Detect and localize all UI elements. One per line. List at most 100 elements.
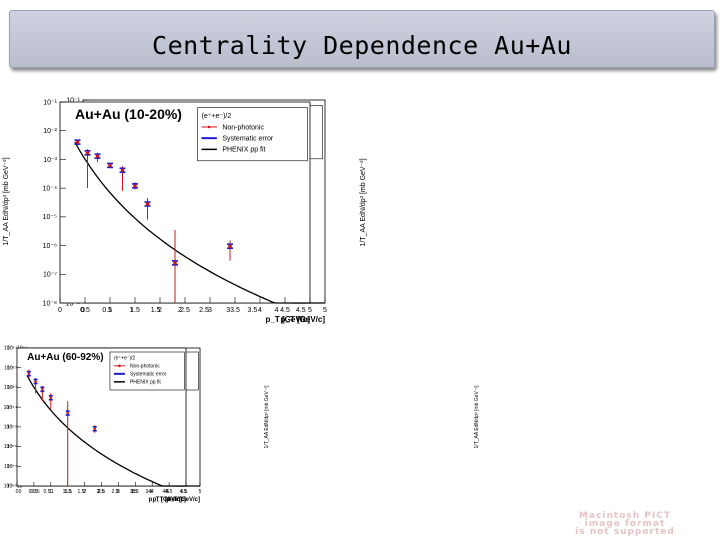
x-tick-label: 5: [185, 489, 188, 495]
y-tick-label: 10⁻⁸: [66, 300, 80, 307]
x-tick-label: 4: [275, 307, 279, 314]
legend-entry: Non-photonic: [130, 364, 160, 370]
y-tick-label: 10⁻⁸: [4, 484, 14, 490]
x-axis-label: p_T [GeV/c]: [281, 315, 326, 324]
legend-box: [109, 351, 185, 391]
y-tick-label: 10⁻¹: [4, 346, 14, 352]
y-axis-label: 1/T_AA EdN/dp³ [mb GeV⁻²]: [474, 385, 480, 449]
y-tick-label: 10⁻⁸: [17, 484, 27, 490]
legend-entry: PHENIX pp fit: [222, 147, 265, 154]
data-point: [228, 244, 232, 249]
data-point: [95, 154, 100, 158]
legend-entry: Systematic error: [130, 372, 167, 378]
x-tick-label: 4.5: [180, 489, 187, 495]
x-tick-label: 0.5: [44, 489, 51, 495]
x-tick-label: 1: [108, 307, 112, 314]
x-tick-label: 2: [158, 307, 162, 314]
page-title: Centrality Dependence Au+Au: [152, 31, 572, 60]
x-tick-label: 3: [131, 489, 134, 495]
x-tick-label: 0.5: [80, 307, 90, 314]
y-tick-label: 10⁻¹: [7, 346, 17, 352]
x-tick-label: 5: [199, 489, 202, 495]
x-tick-label: 3: [117, 489, 120, 495]
y-tick-label: 10⁻¹: [43, 99, 57, 106]
x-tick-label: 3: [116, 489, 119, 495]
x-tick-label: 4.5: [296, 307, 306, 314]
x-tick-label: 1.5: [78, 489, 85, 495]
x-tick-label: 0: [19, 489, 22, 495]
x-tick-label: 0.5: [102, 307, 112, 314]
data-point: [41, 388, 44, 391]
legend-box: [197, 107, 308, 162]
y-tick-label: 10⁻⁵: [7, 425, 17, 431]
x-tick-label: 3: [208, 307, 212, 314]
panel-title: Au+Au (10-20%): [75, 106, 182, 122]
x-tick-label: 3.5: [132, 489, 139, 495]
y-tick-label: 10⁻²: [4, 365, 14, 371]
y-tick-label: 10⁻⁶: [43, 243, 57, 250]
x-tick-label: 4.5: [280, 307, 290, 314]
y-tick-label: 10⁻⁶: [4, 444, 14, 450]
data-point: [93, 427, 97, 431]
x-tick-label: 2.5: [98, 489, 105, 495]
x-tick-label: 1: [51, 489, 54, 495]
watermark: Macintosh PICT image format is not suppo…: [540, 511, 710, 537]
y-tick-label: 10⁻⁷: [4, 464, 14, 470]
y-tick-label: 10⁻⁷: [7, 464, 17, 470]
y-tick-label: 10⁻⁴: [43, 185, 58, 192]
x-tick-label: 5: [181, 489, 184, 495]
data-point: [108, 163, 112, 168]
x-tick-label: 0: [81, 307, 85, 314]
y-tick-label: 10⁻²: [7, 365, 17, 371]
x-tick-label: 2.5: [112, 489, 119, 495]
x-tick-label: 2: [83, 489, 86, 495]
x-tick-label: 1: [63, 489, 66, 495]
data-point: [49, 396, 53, 400]
data-point: [75, 140, 80, 144]
legend-entry: Systematic error: [222, 136, 274, 143]
x-tick-label: 2: [97, 489, 100, 495]
x-tick-label: 3.5: [230, 307, 240, 314]
x-tick-label: 1.5: [64, 489, 71, 495]
data-point: [145, 202, 150, 206]
x-tick-label: 3: [226, 307, 230, 314]
pp-fit-curve: [26, 375, 186, 487]
legend-marker: [118, 364, 121, 368]
x-tick-label: 0: [29, 489, 32, 495]
watermark-line-1: Macintosh PICT: [579, 511, 671, 521]
x-axis-label: p_T [GeV/c]: [266, 315, 311, 324]
y-tick-label: 10⁻⁸: [43, 300, 57, 307]
y-axis-label: 1/T_AA EdN/dp³ [mb GeV⁻²]: [264, 385, 270, 449]
x-axis-label: p_T [GeV/c]: [153, 497, 186, 503]
watermark-line-3: is not supported: [575, 527, 675, 537]
legend-entry: Non-photonic: [222, 124, 264, 131]
x-tick-label: 4.5: [162, 489, 169, 495]
y-tick-label: 10⁻²: [43, 128, 57, 135]
legend-header: (e⁺+e⁻)/2: [202, 113, 232, 120]
data-point: [133, 184, 137, 188]
panel-60-92: 0 0.5 1 1.5 2 2.5 3 3.5 4 4.5 510⁻⁸10⁻⁷10⁻⁶10⁻⁵10⁻…: [4, 346, 480, 503]
y-tick-label: 10⁻⁷: [43, 272, 57, 279]
x-tick-label: 1.5: [151, 307, 161, 314]
y-tick-label: 10⁻³: [4, 385, 14, 391]
y-tick-label: 10⁻⁸: [7, 484, 17, 490]
legend-header: (e⁺+e⁻)/2: [114, 356, 135, 362]
panel-10-20: 0 0.5 1 1.5 2 2.5 3 3.5 4 4.5 510⁻⁸10⁻⁷10⁻⁶10⁻⁵10⁻…: [43, 99, 368, 324]
y-tick-label: 10⁻⁴: [7, 405, 17, 411]
x-tick-label: 2.5: [199, 307, 209, 314]
data-point: [66, 411, 70, 415]
y-axis-label: 1/T_AA EdN/dp³ [mb GeV⁻²]: [360, 158, 367, 246]
y-tick-label: 10⁻⁵: [4, 425, 14, 431]
pp-fit-curve: [74, 141, 310, 304]
legend-marker: [207, 125, 211, 129]
y-tick-label: 10⁻³: [43, 157, 57, 164]
x-tick-label: 3.5: [248, 307, 258, 314]
data-point: [120, 168, 125, 173]
data-point: [27, 372, 31, 375]
x-tick-label: 4: [258, 307, 262, 314]
x-tick-label: 3.5: [146, 489, 153, 495]
x-tick-label: 0: [58, 307, 62, 314]
y-tick-label: 10⁻³: [7, 385, 17, 391]
x-tick-label: 1.5: [65, 489, 72, 495]
x-tick-label: 5: [323, 307, 327, 314]
